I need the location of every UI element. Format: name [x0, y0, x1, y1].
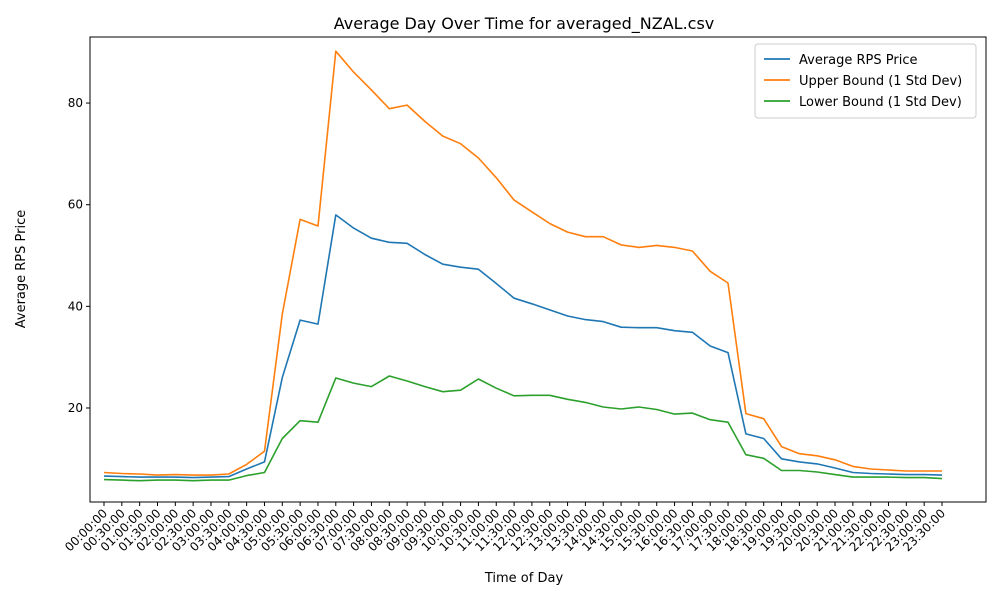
x-axis: 00:00:0000:30:0001:00:0001:30:0002:00:00… [62, 502, 948, 554]
series-line-1 [103, 214, 943, 479]
legend-label-2: Upper Bound (1 Std Dev) [799, 74, 962, 89]
legend-label-3: Lower Bound (1 Std Dev) [799, 95, 962, 110]
y-tick-label: 20 [68, 401, 83, 415]
y-tick-label: 80 [68, 96, 83, 110]
chart-title: Average Day Over Time for averaged_NZAL.… [334, 14, 715, 34]
series-line-2 [103, 50, 942, 476]
y-tick-label: 40 [68, 299, 83, 313]
plot-lines [103, 50, 943, 482]
x-axis-label: Time of Day [484, 571, 564, 586]
y-axis: 20 40 60 80 [68, 96, 90, 415]
legend: Average RPS Price Upper Bound (1 Std Dev)… [754, 43, 977, 119]
series-line-3 [103, 375, 943, 482]
legend-box [754, 43, 977, 119]
y-tick-label: 60 [68, 198, 83, 212]
legend-label-1: Average RPS Price [799, 53, 918, 68]
y-axis-label: Average RPS Price [14, 210, 29, 329]
plot-frame [89, 36, 987, 503]
